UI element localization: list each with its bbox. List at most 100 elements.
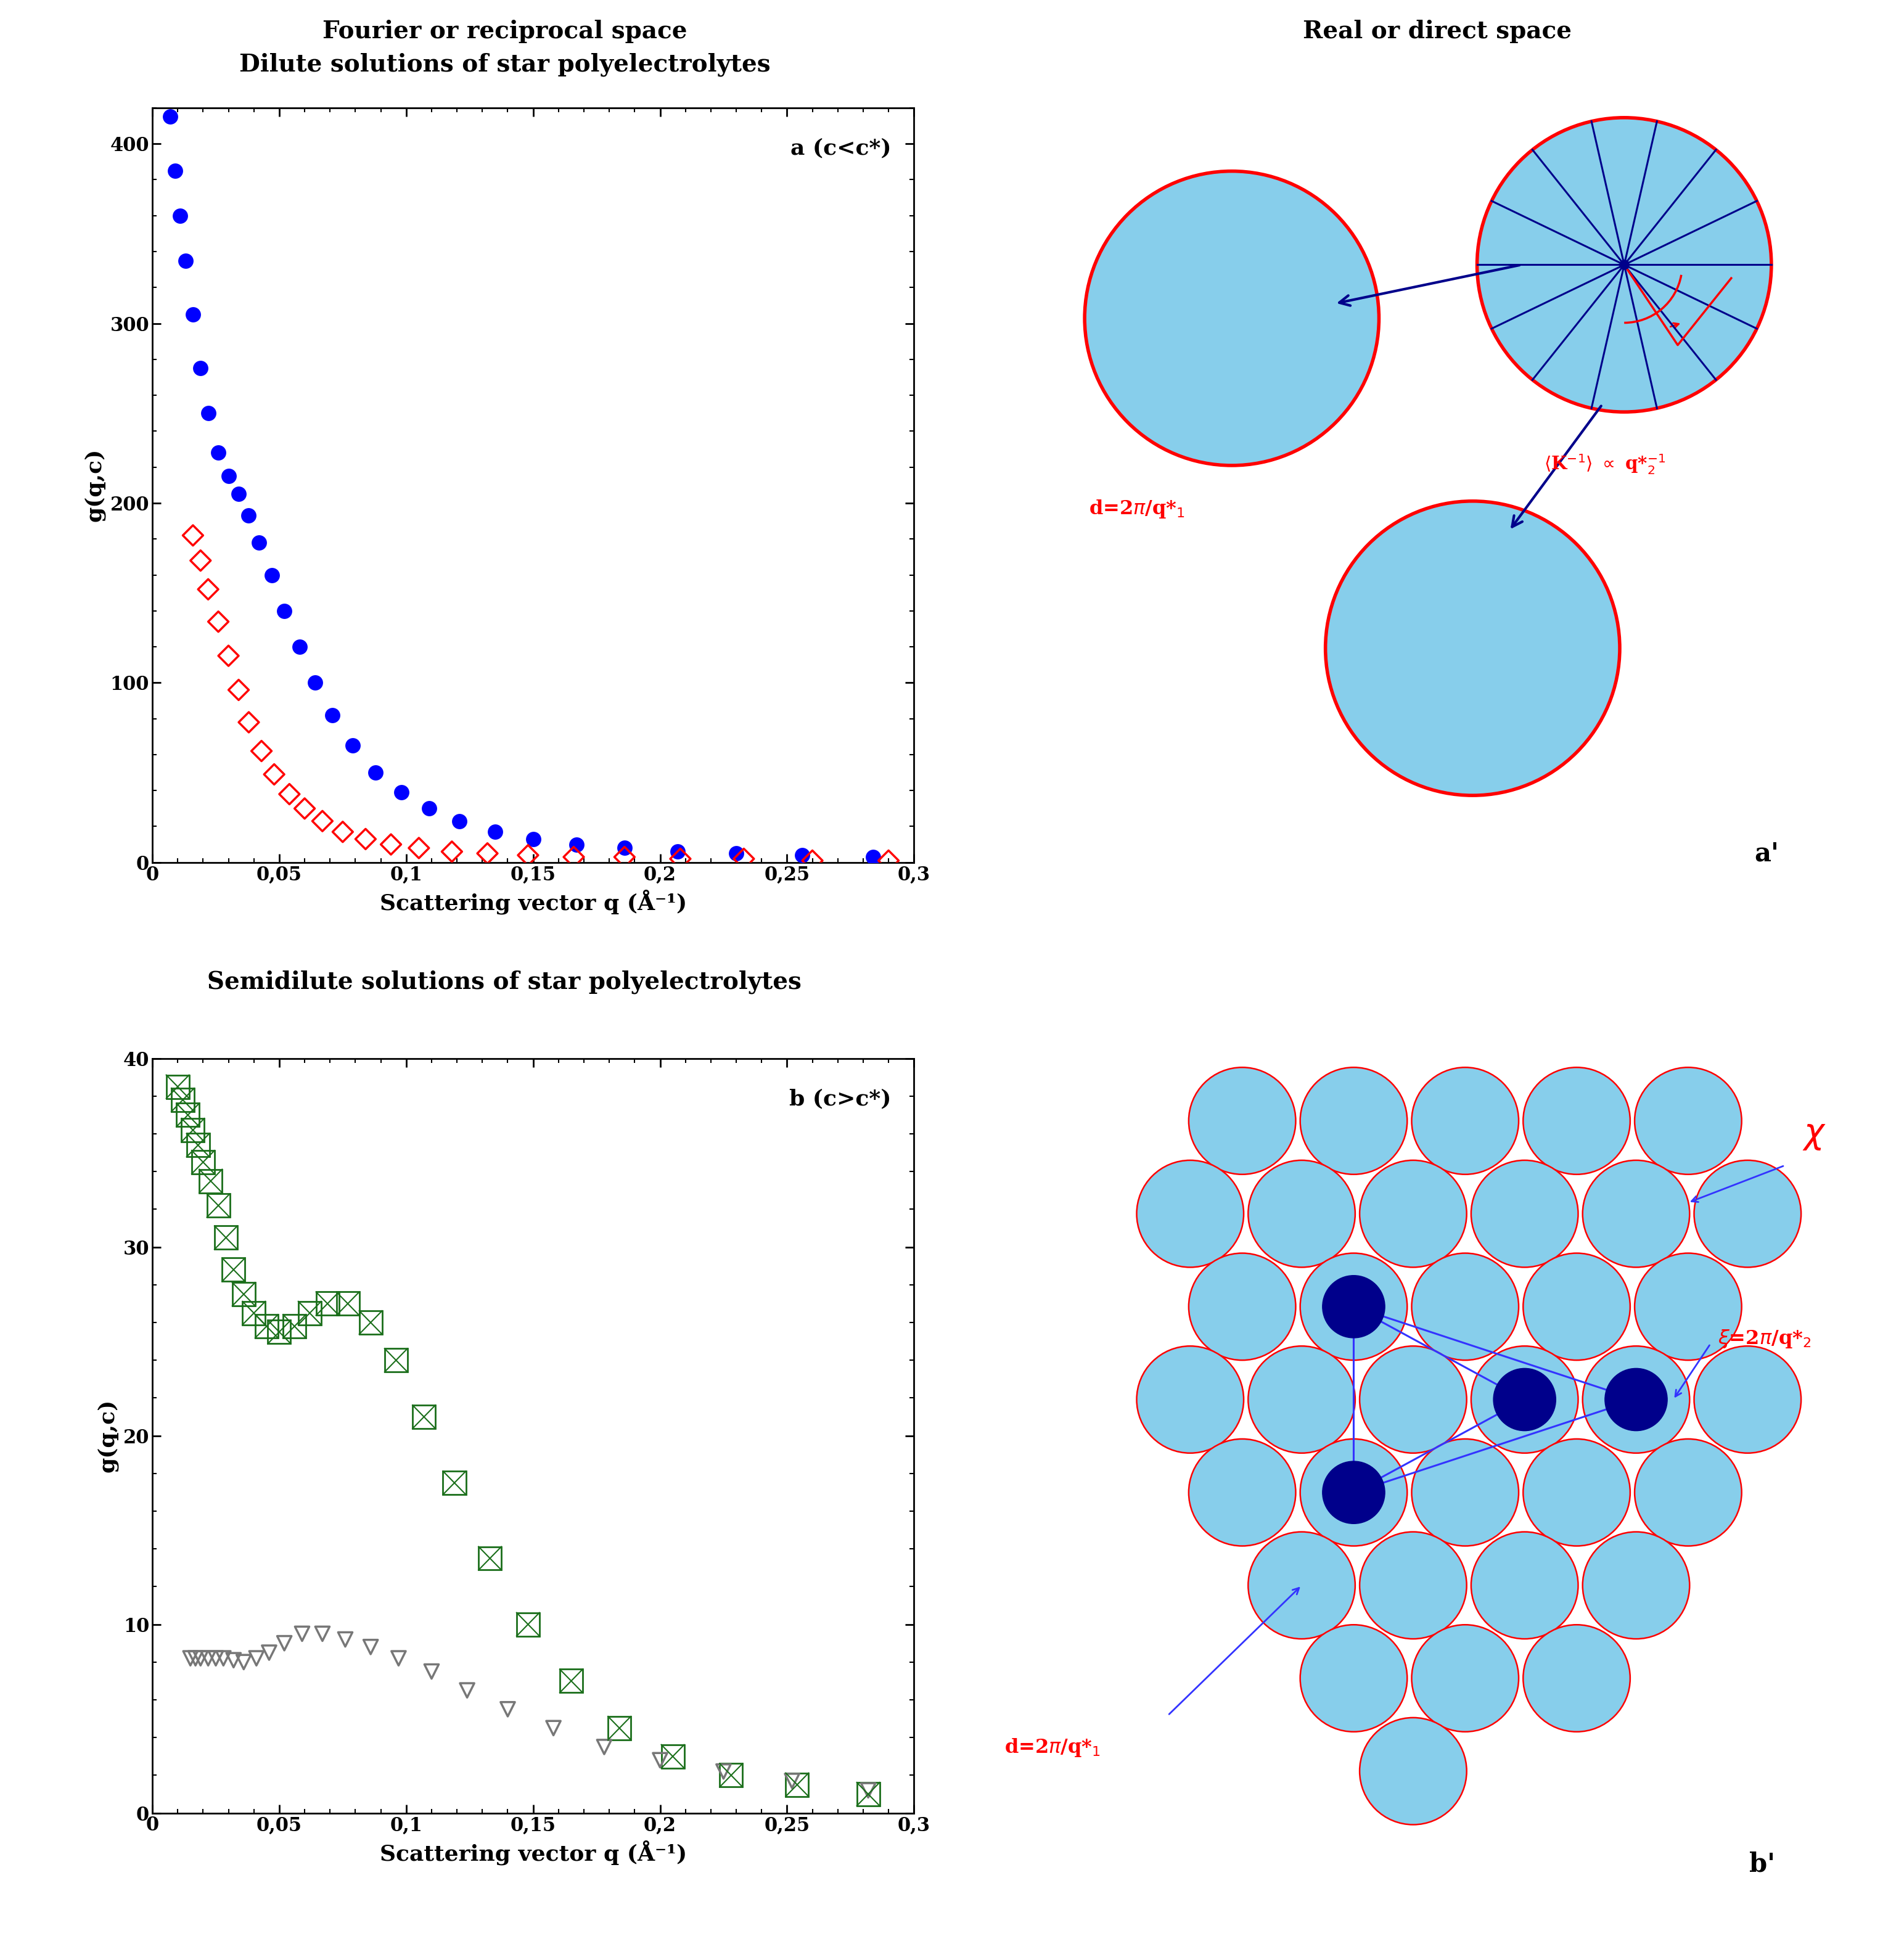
Circle shape bbox=[1472, 1347, 1578, 1452]
Circle shape bbox=[1300, 1068, 1407, 1174]
Circle shape bbox=[1523, 1252, 1630, 1360]
Text: Semidilute solutions of star polyelectrolytes: Semidilute solutions of star polyelectro… bbox=[208, 970, 802, 994]
Point bbox=[609, 833, 640, 864]
Bar bbox=[857, 1782, 880, 1805]
Point bbox=[327, 815, 358, 847]
Point bbox=[539, 1713, 569, 1744]
Text: d=2$\pi$/q*$_1$: d=2$\pi$/q*$_1$ bbox=[1089, 498, 1186, 519]
Point bbox=[268, 1627, 299, 1658]
Circle shape bbox=[1523, 1439, 1630, 1546]
Y-axis label: g(q,c): g(q,c) bbox=[84, 449, 105, 521]
Point bbox=[173, 1566, 204, 1597]
Text: Fourier or reciprocal space: Fourier or reciprocal space bbox=[322, 20, 687, 43]
Circle shape bbox=[1188, 1252, 1297, 1360]
Circle shape bbox=[1359, 1347, 1466, 1452]
Point bbox=[213, 641, 244, 672]
Point bbox=[204, 437, 234, 468]
Point bbox=[1609, 249, 1639, 280]
Circle shape bbox=[1325, 502, 1620, 796]
Circle shape bbox=[1472, 1160, 1578, 1268]
Bar bbox=[444, 1472, 466, 1495]
Point bbox=[228, 1646, 259, 1678]
Circle shape bbox=[1582, 1347, 1689, 1452]
Bar bbox=[215, 1225, 238, 1249]
Point bbox=[444, 806, 474, 837]
Point bbox=[154, 102, 185, 133]
Circle shape bbox=[1411, 1068, 1519, 1174]
Point bbox=[588, 1731, 619, 1762]
Bar bbox=[413, 1405, 436, 1429]
Point bbox=[284, 1523, 314, 1554]
Point bbox=[360, 757, 390, 788]
Point bbox=[181, 1642, 211, 1674]
Text: $\chi$: $\chi$ bbox=[1803, 1117, 1826, 1152]
Point bbox=[664, 843, 695, 874]
Bar bbox=[786, 1774, 809, 1797]
Point bbox=[238, 1511, 268, 1543]
Bar bbox=[516, 1613, 539, 1637]
Point bbox=[289, 792, 320, 823]
X-axis label: Scattering vector q (Å⁻¹): Scattering vector q (Å⁻¹) bbox=[379, 1840, 687, 1866]
Text: d=2$\pi$/q*$_1$: d=2$\pi$/q*$_1$ bbox=[1005, 1737, 1101, 1758]
Point bbox=[177, 298, 208, 329]
Point bbox=[729, 843, 760, 874]
Y-axis label: g(q,c): g(q,c) bbox=[97, 1399, 118, 1472]
Bar bbox=[478, 1546, 501, 1570]
Point bbox=[786, 839, 817, 870]
Circle shape bbox=[1249, 1160, 1356, 1268]
Point bbox=[436, 835, 466, 866]
Bar bbox=[268, 1321, 291, 1345]
Point bbox=[558, 841, 588, 872]
Point bbox=[215, 1521, 246, 1552]
Point bbox=[185, 1642, 215, 1674]
Point bbox=[244, 527, 274, 559]
Circle shape bbox=[1636, 1068, 1742, 1174]
Point bbox=[160, 155, 190, 186]
Point bbox=[208, 1642, 238, 1674]
Bar bbox=[607, 1717, 630, 1740]
Point bbox=[177, 1560, 208, 1592]
Point bbox=[190, 1544, 221, 1576]
Bar bbox=[192, 1151, 215, 1174]
Circle shape bbox=[1300, 1439, 1407, 1546]
Point bbox=[166, 200, 196, 231]
Bar bbox=[337, 1292, 360, 1315]
Circle shape bbox=[1523, 1625, 1630, 1733]
Point bbox=[274, 778, 305, 809]
Circle shape bbox=[1493, 1368, 1556, 1431]
Point bbox=[185, 353, 215, 384]
Point bbox=[455, 1646, 486, 1678]
Point bbox=[169, 245, 200, 276]
Point bbox=[663, 835, 693, 866]
Text: b (c>c*): b (c>c*) bbox=[788, 1088, 891, 1109]
Point bbox=[259, 759, 289, 790]
Circle shape bbox=[1359, 1160, 1466, 1268]
Bar bbox=[232, 1282, 255, 1305]
Point bbox=[497, 1674, 527, 1705]
Point bbox=[177, 519, 208, 551]
Point bbox=[413, 792, 444, 823]
Point bbox=[204, 606, 234, 637]
Point bbox=[518, 823, 548, 855]
Point bbox=[350, 823, 381, 855]
Point bbox=[223, 478, 253, 510]
Text: $\xi$=2$\pi$/q*$_2$: $\xi$=2$\pi$/q*$_2$ bbox=[1717, 1327, 1811, 1348]
Circle shape bbox=[1249, 1347, 1356, 1452]
Circle shape bbox=[1323, 1276, 1384, 1339]
Bar bbox=[177, 1103, 200, 1127]
Point bbox=[213, 461, 244, 492]
Point bbox=[512, 839, 543, 870]
Point bbox=[299, 666, 329, 698]
Point bbox=[198, 1537, 228, 1568]
Text: a': a' bbox=[1755, 841, 1778, 866]
Point bbox=[327, 1552, 358, 1584]
Point bbox=[206, 1529, 236, 1560]
Bar bbox=[299, 1301, 322, 1325]
Point bbox=[853, 1774, 883, 1805]
Circle shape bbox=[1188, 1439, 1297, 1546]
Point bbox=[234, 706, 265, 737]
Point bbox=[242, 1642, 272, 1674]
Point bbox=[722, 837, 752, 868]
Point bbox=[284, 631, 314, 662]
Point bbox=[417, 1619, 447, 1650]
